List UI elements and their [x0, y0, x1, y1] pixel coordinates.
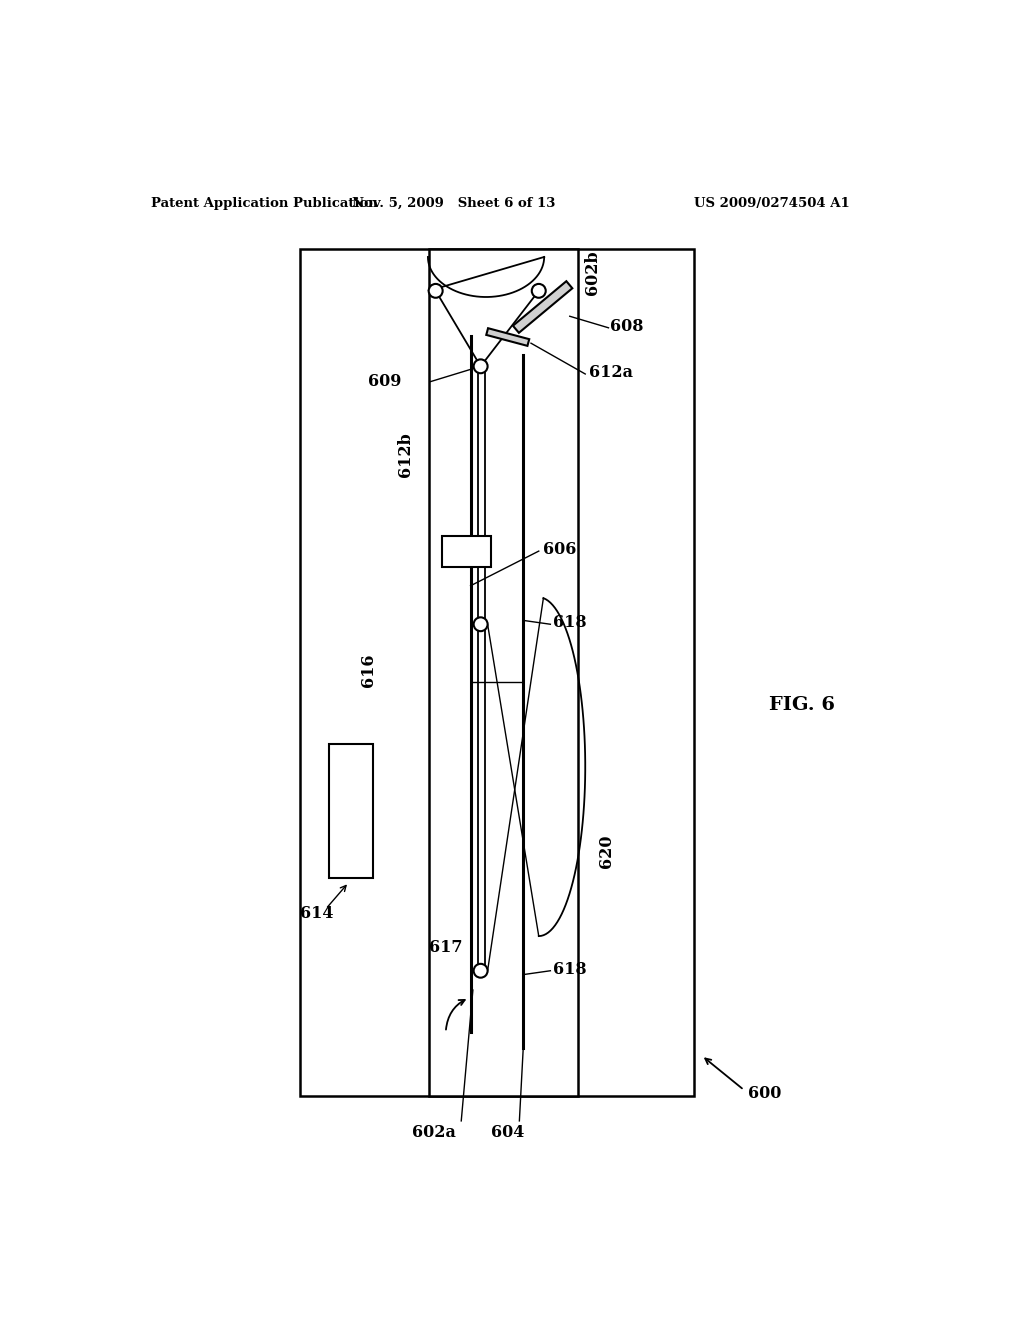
Circle shape: [531, 284, 546, 298]
Circle shape: [474, 359, 487, 374]
Text: 610: 610: [451, 544, 482, 558]
Circle shape: [474, 964, 487, 978]
Text: 612b: 612b: [397, 433, 414, 478]
Bar: [429, 249, 578, 1096]
Bar: [329, 743, 373, 878]
Text: 618: 618: [553, 961, 587, 978]
Text: 608: 608: [610, 318, 643, 335]
Text: 606: 606: [543, 541, 575, 558]
Bar: [442, 536, 490, 566]
Text: Patent Application Publication: Patent Application Publication: [152, 197, 378, 210]
Text: 612a: 612a: [589, 364, 633, 381]
Text: US 2009/0274504 A1: US 2009/0274504 A1: [693, 197, 850, 210]
Text: 602a: 602a: [413, 1123, 456, 1140]
Polygon shape: [486, 329, 529, 346]
Text: 620: 620: [598, 834, 615, 869]
Text: 614: 614: [300, 904, 334, 921]
Bar: [300, 249, 693, 1096]
Polygon shape: [513, 281, 572, 333]
Text: 617: 617: [429, 939, 462, 956]
Text: 618: 618: [553, 614, 587, 631]
Text: 604: 604: [492, 1123, 524, 1140]
Text: Nov. 5, 2009   Sheet 6 of 13: Nov. 5, 2009 Sheet 6 of 13: [352, 197, 555, 210]
Circle shape: [429, 284, 442, 298]
Text: 600: 600: [748, 1085, 781, 1102]
Text: 616: 616: [359, 653, 377, 688]
Text: 602b: 602b: [585, 249, 601, 294]
Text: 609: 609: [369, 374, 401, 391]
Circle shape: [474, 618, 487, 631]
Text: FIG. 6: FIG. 6: [769, 696, 836, 714]
